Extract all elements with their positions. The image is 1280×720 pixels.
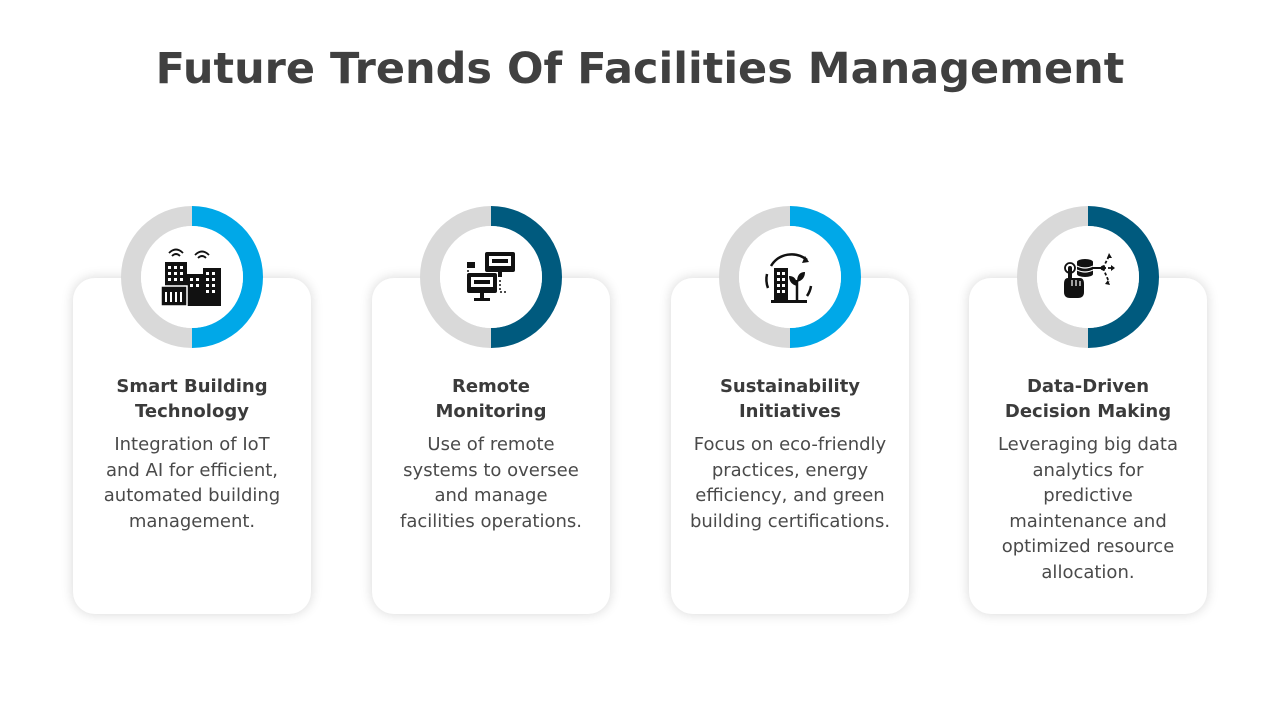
card-heading: Sustainability Initiatives (681, 374, 899, 424)
card-description-line: Integration of IoT (114, 434, 270, 455)
card-description: Integration of IoT and AI for efficient,… (89, 432, 295, 534)
card-heading-line: Technology (135, 401, 249, 422)
progress-ring (420, 206, 562, 348)
sustainable-building-icon (765, 253, 813, 303)
card-description-line: and AI for efficient, (105, 459, 279, 481)
page-title: Future Trends Of Facilities Management (155, 44, 1125, 94)
card-description-line: facilities operations. (399, 510, 583, 532)
card-description-line: predictive (1043, 485, 1133, 506)
card-description-line: analytics for (1032, 459, 1144, 481)
card-description-line: management. (128, 510, 256, 532)
card-description-line: systems to oversee (403, 459, 579, 481)
card-description-line: Use of remote (427, 434, 555, 455)
card-data-driven: Data-Driven Decision Making Leveraging b… (969, 278, 1207, 614)
progress-ring (719, 206, 861, 348)
card-heading-line: Sustainability (719, 376, 861, 397)
card-description-line: allocation. (1041, 561, 1135, 583)
card-description-line: Leveraging big data (997, 434, 1179, 455)
card-description-line: maintenance and (1009, 510, 1167, 532)
card-heading-line: Smart Building (116, 376, 268, 397)
card-description-line: optimized resource (1001, 536, 1175, 557)
card-heading-line: Monitoring (435, 401, 547, 422)
card-heading-line: Data-Driven (1026, 376, 1150, 397)
smart-building-icon (160, 248, 221, 307)
card-description: Focus on eco-friendly practices, energy … (687, 432, 893, 534)
card-description-line: efficiency, and green (695, 485, 885, 506)
card-description-line: and manage (434, 485, 548, 506)
card-description-line: Focus on eco-friendly (693, 434, 887, 455)
progress-ring (121, 206, 263, 348)
card-heading: Data-Driven Decision Making (979, 374, 1197, 424)
card-description-line: building certifications. (689, 510, 891, 532)
card-heading: Smart Building Technology (83, 374, 301, 424)
card-description-line: automated building (103, 485, 281, 506)
card-heading: Remote Monitoring (382, 374, 600, 424)
card-heading-line: Decision Making (1004, 401, 1172, 422)
card-heading-line: Initiatives (738, 401, 842, 422)
progress-ring (1017, 206, 1159, 348)
remote-monitoring-icon (467, 252, 515, 301)
card-description: Leveraging big data analytics for predic… (985, 432, 1191, 585)
card-description-line: practices, energy (711, 459, 869, 481)
card-description: Use of remote systems to oversee and man… (388, 432, 594, 534)
data-decision-icon (1064, 253, 1115, 298)
card-remote-monitoring: Remote Monitoring Use of remote systems … (372, 278, 610, 614)
card-heading-line: Remote (451, 376, 530, 397)
